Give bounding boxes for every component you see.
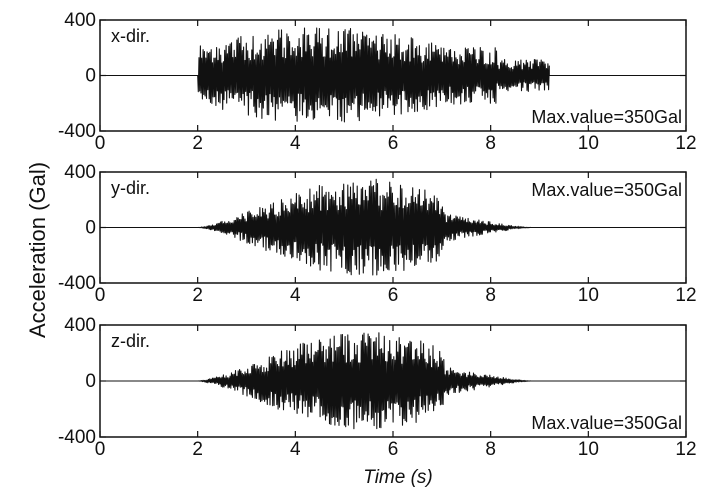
- y-tick-label: 0: [85, 218, 96, 239]
- x-tick-label: 4: [290, 439, 301, 460]
- series-line-zdir: [100, 332, 686, 430]
- x-tick-label: 10: [578, 133, 599, 154]
- x-tick-label: 0: [95, 439, 106, 460]
- x-tick-label: 4: [290, 133, 301, 154]
- x-tick-label: 12: [675, 285, 696, 306]
- y-tick-label: 0: [85, 371, 96, 392]
- x-tick-label: 2: [192, 439, 203, 460]
- x-tick-label: 8: [485, 439, 496, 460]
- x-axis-title: Time (s): [363, 467, 433, 488]
- series-line-ydir: [100, 178, 686, 276]
- direction-label: x-dir.: [111, 26, 150, 46]
- x-tick-label: 2: [192, 133, 203, 154]
- max-value-annotation: Max.value=350Gal: [531, 413, 682, 433]
- y-tick-label: -400: [58, 273, 96, 294]
- x-tick-label: 6: [388, 133, 399, 154]
- y-tick-label: 0: [85, 66, 96, 87]
- y-tick-label: -400: [58, 121, 96, 142]
- series-line-xdir: [100, 27, 686, 123]
- x-tick-label: 6: [388, 439, 399, 460]
- x-tick-label: 0: [95, 133, 106, 154]
- max-value-annotation: Max.value=350Gal: [531, 180, 682, 200]
- direction-label: y-dir.: [111, 178, 150, 198]
- y-tick-label: 400: [64, 315, 96, 336]
- x-tick-label: 8: [485, 285, 496, 306]
- x-tick-label: 12: [675, 133, 696, 154]
- max-value-annotation: Max.value=350Gal: [531, 107, 682, 127]
- x-tick-label: 2: [192, 285, 203, 306]
- x-tick-label: 12: [675, 439, 696, 460]
- y-axis-title: Acceleration (Gal): [25, 162, 50, 338]
- x-tick-label: 6: [388, 285, 399, 306]
- direction-label: z-dir.: [111, 331, 150, 351]
- x-tick-label: 10: [578, 439, 599, 460]
- x-tick-label: 10: [578, 285, 599, 306]
- y-tick-label: 400: [64, 10, 96, 31]
- x-tick-label: 0: [95, 285, 106, 306]
- y-tick-label: 400: [64, 162, 96, 183]
- y-tick-label: -400: [58, 427, 96, 448]
- x-tick-label: 4: [290, 285, 301, 306]
- x-tick-label: 8: [485, 133, 496, 154]
